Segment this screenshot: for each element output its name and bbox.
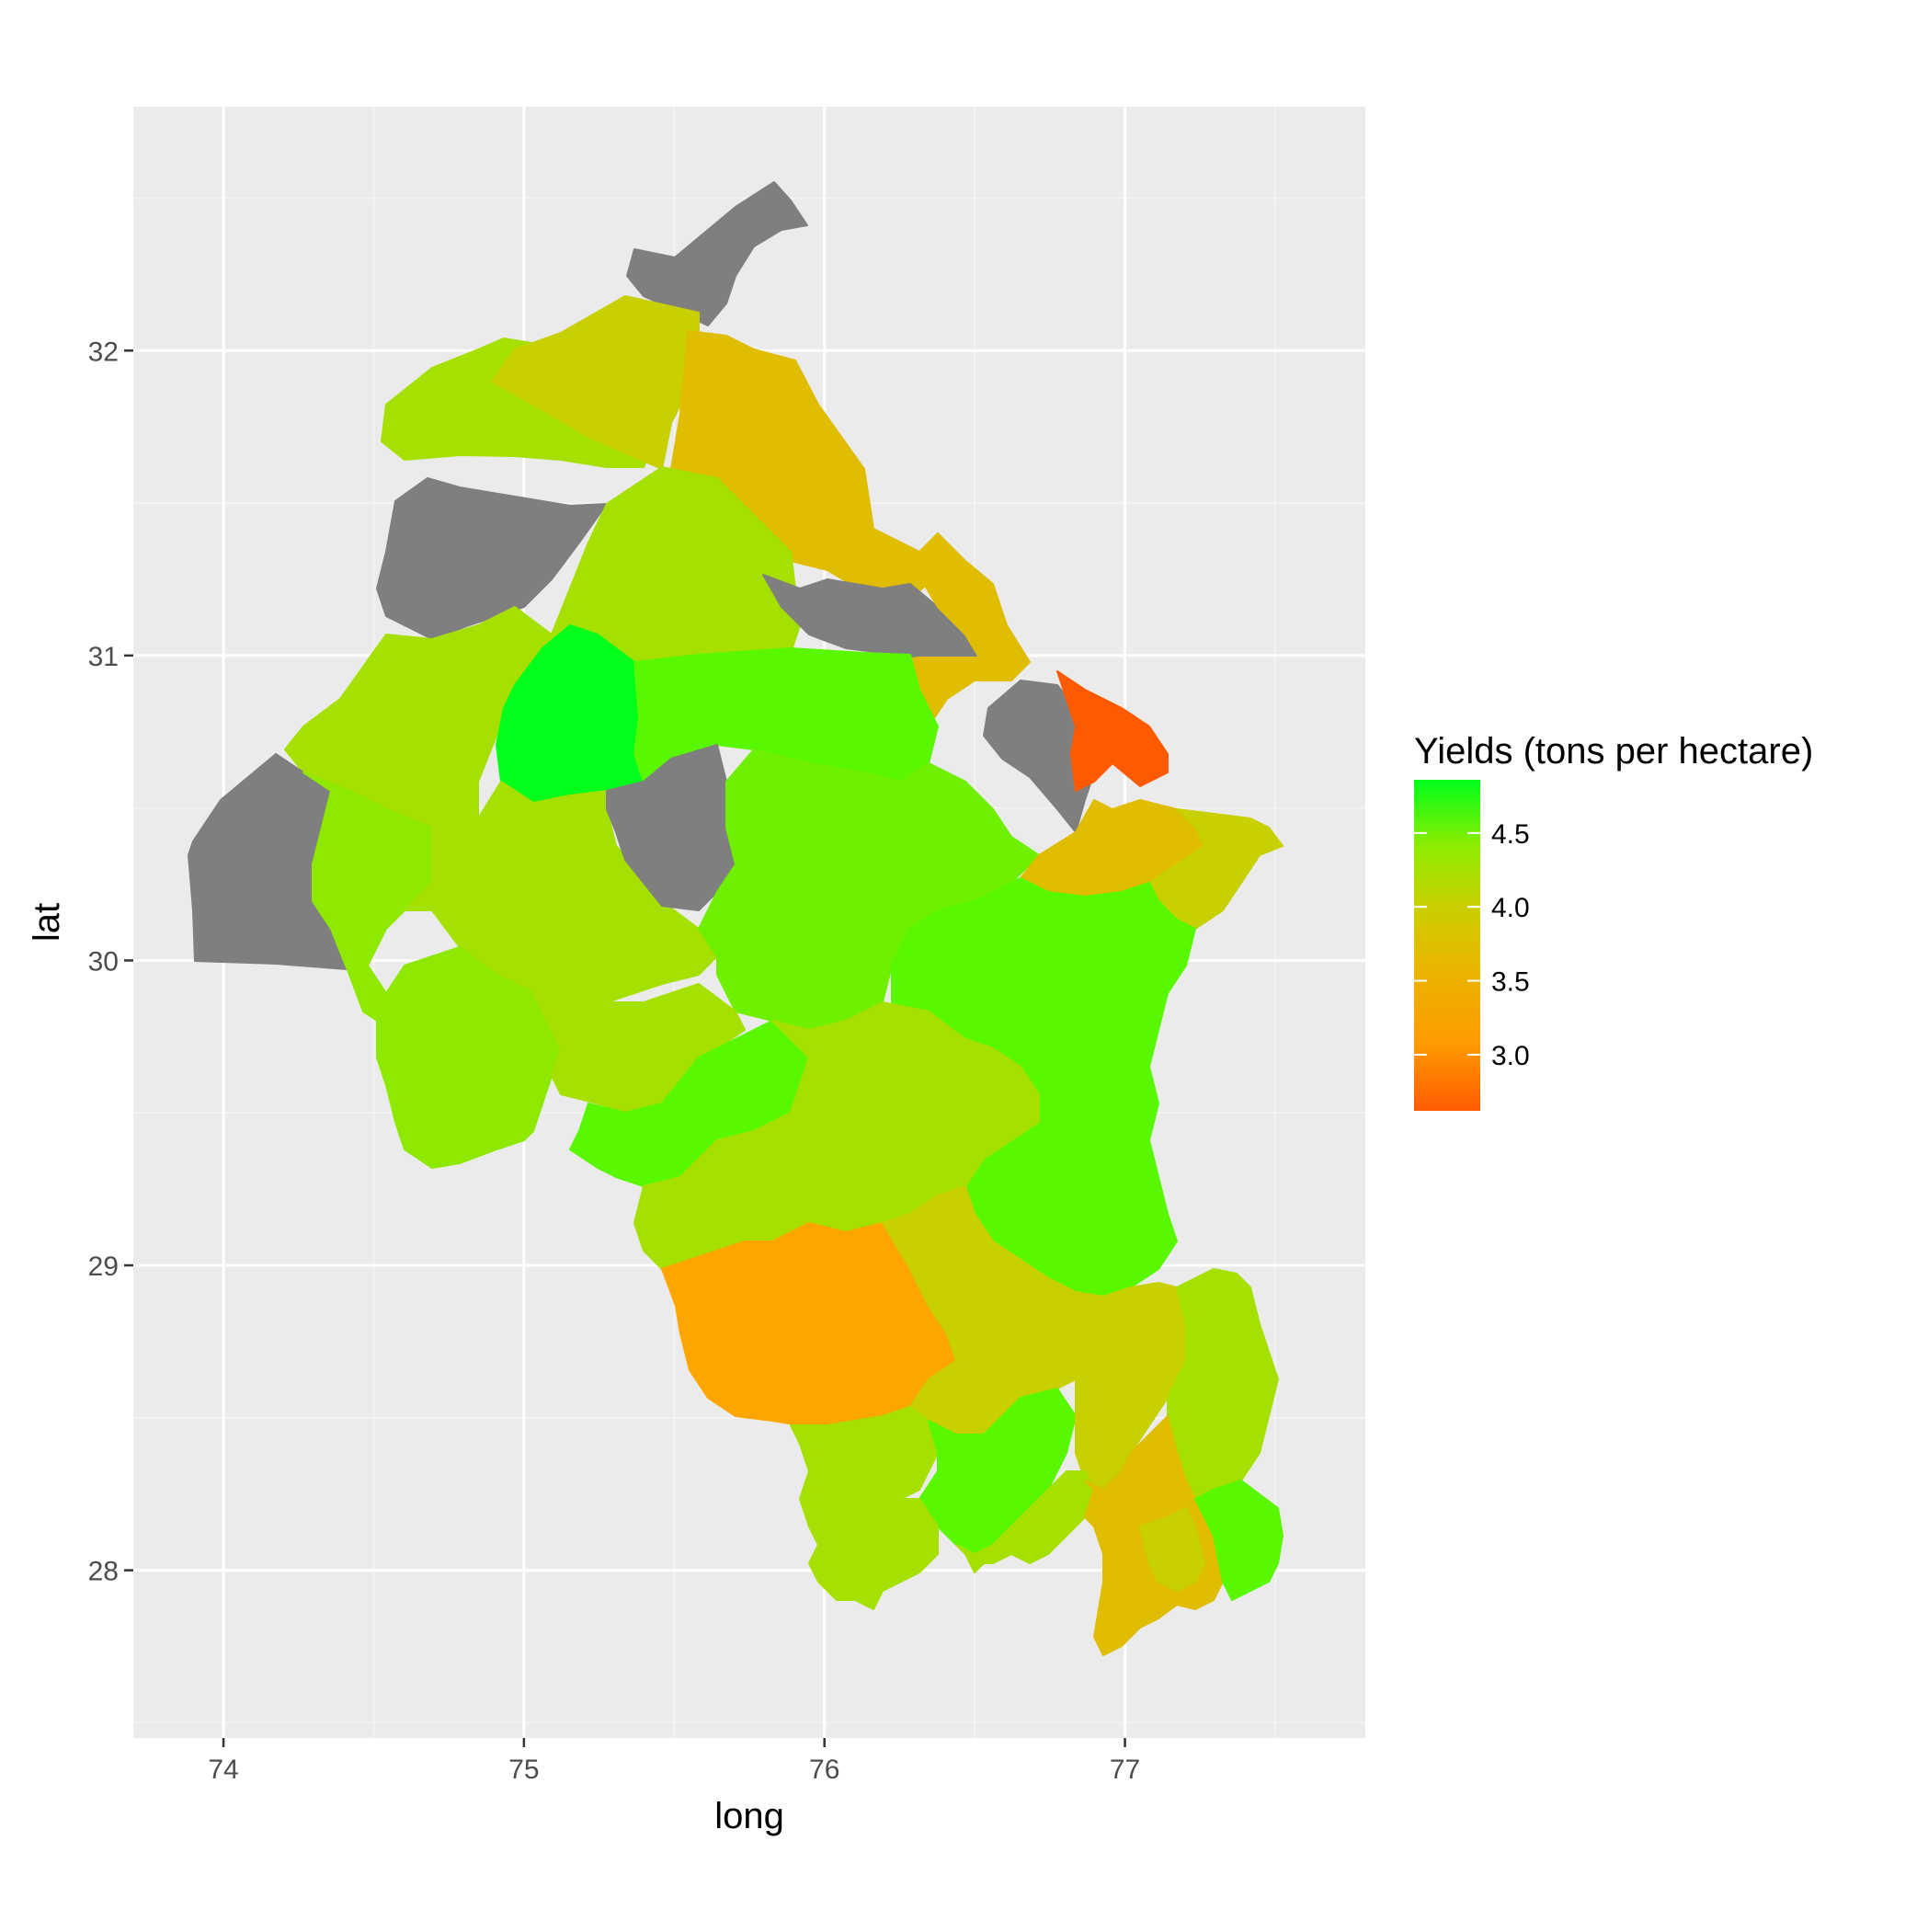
district-regions <box>188 181 1283 1656</box>
legend-colorbar <box>1414 780 1480 1111</box>
y-tick-label: 32 <box>88 337 119 367</box>
x-tick-label: 77 <box>1110 1755 1140 1785</box>
y-tick-label: 28 <box>88 1557 119 1587</box>
x-tick-label: 74 <box>208 1755 238 1785</box>
x-tick-label: 75 <box>508 1755 539 1785</box>
legend-break-label: 4.5 <box>1491 819 1530 850</box>
district-orange-red <box>1056 670 1169 792</box>
district-south-6 <box>808 1498 939 1610</box>
district-north-5 <box>882 532 1031 727</box>
district-gray-east-1 <box>983 680 1095 833</box>
legend-break-label: 3.0 <box>1491 1041 1530 1071</box>
legend-break-label: 4.0 <box>1491 893 1530 923</box>
district-east-olive <box>1148 808 1283 930</box>
legend-break-label: 3.5 <box>1491 967 1530 998</box>
legend: Yields (tons per hectare) 3.0 3.5 4.0 4.5 <box>1414 731 1813 1111</box>
axes: 74 75 76 77 28 29 30 31 32 <box>88 337 1141 1785</box>
district-west-1 <box>284 606 589 829</box>
x-axis-title: long <box>714 1796 784 1836</box>
district-gray-west-north <box>376 477 608 640</box>
x-tick-label: 76 <box>809 1755 839 1785</box>
district-southwest-1 <box>376 946 571 1169</box>
district-south-8 <box>1167 1268 1279 1500</box>
legend-title: Yields (tons per hectare) <box>1414 731 1813 772</box>
district-south-olive <box>882 1185 1104 1435</box>
y-tick-label: 31 <box>88 642 119 672</box>
district-central-west <box>404 781 718 1012</box>
y-tick-label: 30 <box>88 946 119 977</box>
district-south-green-2 <box>1194 1480 1283 1601</box>
y-axis-title: lat <box>27 903 67 942</box>
y-tick-label: 29 <box>88 1252 119 1282</box>
district-south-olive-2 <box>1139 1507 1205 1592</box>
